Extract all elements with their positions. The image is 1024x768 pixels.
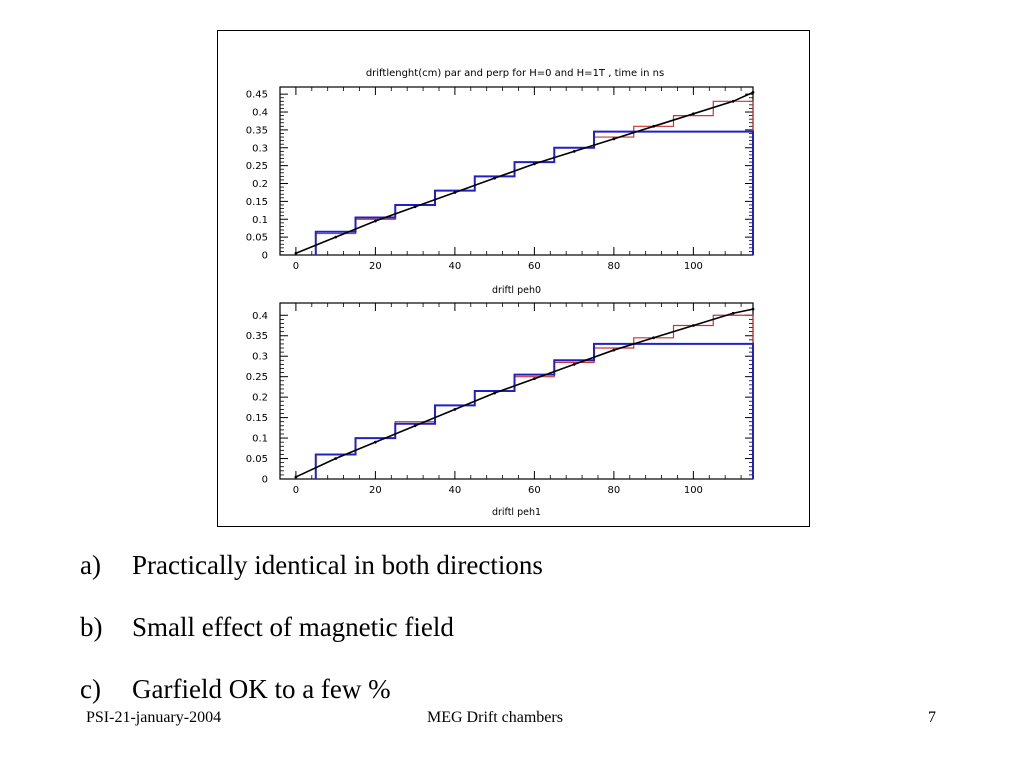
fit-point (413, 205, 417, 209)
fit-point (751, 307, 755, 311)
x-axis-label: driftl peh1 (492, 507, 541, 518)
series-red-histogram (315, 314, 754, 479)
fit-point (294, 475, 298, 479)
fit-point (612, 137, 616, 141)
bullet-text: Small effect of magnetic field (132, 612, 454, 642)
bullet-list: a) Practically identical in both directio… (80, 548, 543, 734)
y-tick-label: 0.05 (246, 233, 268, 244)
y-tick-label: 0 (262, 475, 268, 486)
y-tick-label: 0.3 (252, 352, 268, 363)
footer-title: MEG Drift chambers (427, 709, 563, 726)
fit-point (691, 324, 695, 327)
bullet-marker: b) (80, 612, 103, 642)
fit-point (652, 336, 656, 340)
fit-point (334, 457, 338, 460)
fit-point (493, 176, 497, 180)
y-tick-label: 0.35 (246, 125, 268, 136)
fit-point (652, 124, 656, 128)
fit-point (572, 149, 576, 153)
y-tick-label: 0.05 (246, 454, 268, 465)
x-tick-label: 0 (293, 485, 299, 496)
x-tick-label: 40 (449, 485, 462, 496)
x-tick-label: 40 (449, 261, 462, 272)
bullet-item-c: c) Garfield OK to a few % (80, 672, 543, 734)
y-tick-label: 0.35 (246, 331, 268, 342)
fit-point (691, 112, 695, 116)
fit-point (751, 90, 755, 94)
x-tick-label: 80 (608, 485, 621, 496)
bullet-text: Practically identical in both directions (132, 550, 543, 580)
y-tick-label: 0.25 (246, 372, 268, 383)
y-tick-label: 0.2 (252, 179, 268, 190)
x-tick-label: 20 (369, 261, 382, 272)
x-tick-label: 0 (293, 261, 299, 272)
fit-point (532, 377, 536, 381)
bullet-item-b: b) Small effect of magnetic field (80, 610, 543, 672)
bullet-marker: c) (80, 674, 101, 704)
footer-date: PSI-21-january-2004 (86, 709, 222, 726)
series-fit-line (295, 308, 754, 478)
drift-length-figure: driftlenght(cm) par and perp for H=0 and… (217, 30, 810, 527)
x-tick-label: 100 (684, 485, 703, 496)
plot-panel-2: 0 0.05 0.1 0.15 0.2 0.25 0.3 0.35 0.4 0 20 40 60 80 10… (246, 302, 755, 518)
fit-point (334, 235, 338, 239)
series-blue-histogram (314, 342, 754, 479)
bullet-item-a: a) Practically identical in both directio… (80, 548, 543, 610)
fit-point (532, 162, 536, 166)
x-tick-label: 60 (528, 485, 541, 496)
series-fit-line (295, 91, 754, 254)
footer-page-number: 7 (928, 709, 936, 726)
fit-point (373, 440, 377, 444)
fit-point (294, 251, 298, 255)
y-tick-label: 0 (262, 251, 268, 262)
plot-panel-1: 0 0.05 0.1 0.15 0.2 0.25 0.3 0.35 0.4 0.45 0 20 40 60… (246, 86, 755, 296)
x-tick-label: 100 (684, 261, 703, 272)
fit-point (572, 362, 576, 366)
y-tick-label: 0.25 (246, 161, 268, 172)
series-red-histogram (315, 100, 754, 255)
y-tick-label: 0.4 (252, 108, 268, 119)
fit-point (453, 408, 457, 411)
y-tick-label: 0.15 (246, 413, 268, 424)
y-tick-label: 0.15 (246, 197, 268, 208)
y-tick-label: 0.2 (252, 393, 268, 404)
x-tick-label: 80 (608, 261, 621, 272)
fit-point (493, 391, 497, 395)
bullet-text: Garfield OK to a few % (132, 674, 391, 704)
x-axis-label: driftl peh0 (492, 285, 541, 296)
fit-point (413, 424, 417, 428)
y-tick-label: 0.1 (252, 434, 268, 445)
x-tick-label: 60 (528, 261, 541, 272)
fit-point (731, 311, 735, 315)
fit-point (373, 219, 377, 223)
fit-point (453, 191, 457, 194)
y-tick-label: 0.45 (246, 90, 268, 101)
y-tick-label: 0.3 (252, 143, 268, 154)
bullet-marker: a) (80, 550, 101, 580)
fit-point (731, 99, 735, 103)
chart-title: driftlenght(cm) par and perp for H=0 and… (366, 68, 664, 79)
x-tick-label: 20 (369, 485, 382, 496)
series-blue-histogram (314, 130, 754, 255)
fit-point (612, 348, 616, 352)
y-tick-label: 0.4 (252, 311, 268, 322)
y-tick-label: 0.1 (252, 215, 268, 226)
chart-svg: driftlenght(cm) par and perp for H=0 and… (246, 68, 755, 518)
